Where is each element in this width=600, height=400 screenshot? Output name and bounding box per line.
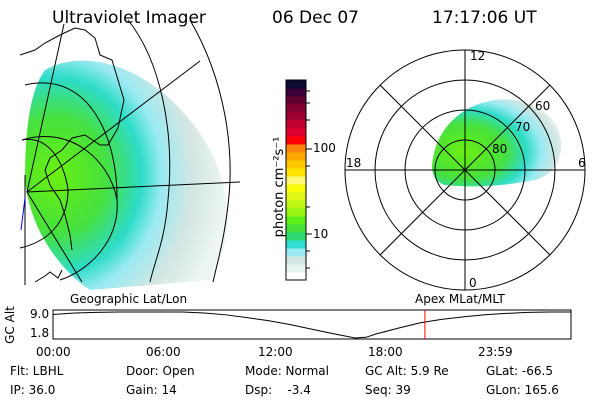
coastline <box>19 27 125 251</box>
colorbar-segment <box>286 144 306 153</box>
mlt-label-0: 0 <box>469 276 477 290</box>
colorbar-tick-10: 10 <box>313 227 329 241</box>
mlt-label-6: 6 <box>578 156 586 170</box>
colorbar-segment <box>286 200 306 209</box>
colorbar-segment <box>286 192 306 201</box>
lat-label-80: 80 <box>492 142 508 156</box>
colorbar-segment <box>286 184 306 193</box>
dsp-info: Dsp: -3.4 <box>245 383 311 397</box>
altitude-curve <box>52 311 571 339</box>
date-label: 06 Dec 07 <box>272 8 359 28</box>
door-info: Door: Open <box>126 364 195 378</box>
colorbar-segment <box>286 232 306 241</box>
mlt-label-12: 12 <box>470 49 486 63</box>
colorbar-segment <box>286 88 306 97</box>
colorbar-segment <box>286 96 306 105</box>
time-label: 17:17:06 UT <box>432 8 537 28</box>
colorbar-segment <box>286 152 306 161</box>
aurora-image <box>25 60 228 291</box>
ip-info: IP: 36.0 <box>10 383 56 397</box>
timeline-xtick-3: 18:00 <box>368 345 403 359</box>
lat-label-60: 60 <box>535 99 551 113</box>
colorbar-segment <box>286 224 306 233</box>
colorbar-segment <box>286 136 306 145</box>
colorbar-segment <box>286 120 306 129</box>
timeline-xtick-2: 12:00 <box>258 345 293 359</box>
colorbar-segment <box>286 248 306 257</box>
glat-info: GLat: -66.5 <box>486 364 553 378</box>
colorbar-segment <box>286 176 306 185</box>
timeline-xtick-4: 23:59 <box>478 345 513 359</box>
colorbar-segment <box>286 160 306 169</box>
timeline-ytick-9: 9.0 <box>30 307 50 321</box>
seq-info: Seq: 39 <box>365 383 411 397</box>
colorbar-segment <box>286 80 306 89</box>
timeline-ytick-1-8: 1.8 <box>30 326 50 340</box>
mlt-label-18: 18 <box>346 156 362 170</box>
colorbar-segment <box>286 128 306 137</box>
colorbar-segment <box>286 208 306 217</box>
filter-info: Flt: LBHL <box>10 364 64 378</box>
apex-label: Apex MLat/MLT <box>415 292 505 306</box>
lat-label-70: 70 <box>515 120 531 134</box>
colorbar-segment <box>286 240 306 249</box>
colorbar-segment <box>286 112 306 121</box>
polar-aurora-image <box>432 99 562 187</box>
glon-info: GLon: 165.6 <box>486 383 559 397</box>
gc-alt-info: GC Alt: 5.9 Re <box>365 364 449 378</box>
gain-info: Gain: 14 <box>126 383 177 397</box>
timeline-xtick-1: 06:00 <box>146 345 181 359</box>
colorbar-segment <box>286 104 306 113</box>
mode-info: Mode: Normal <box>245 364 329 378</box>
geographic-label: Geographic Lat/Lon <box>70 292 188 306</box>
colorbar-segment <box>286 216 306 225</box>
colorbar-segment <box>286 168 306 177</box>
colorbar-segment <box>286 264 306 273</box>
instrument-title: Ultraviolet Imager <box>52 8 206 28</box>
colorbar-segment <box>286 256 306 265</box>
colorbar-segment <box>286 272 306 281</box>
timeline-xtick-0: 00:00 <box>36 345 71 359</box>
colorbar-tick-100: 100 <box>313 141 336 155</box>
